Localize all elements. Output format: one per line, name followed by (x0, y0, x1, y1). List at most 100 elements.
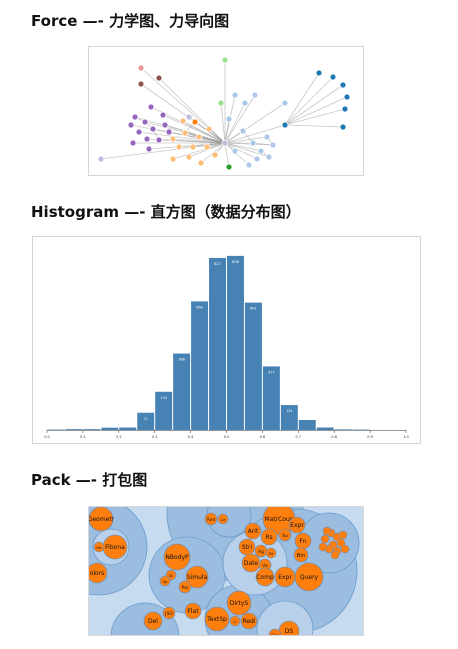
pack-leaf-label: Simula (187, 574, 208, 581)
force-link (224, 142, 258, 160)
pack-leaf-label: DirtyS (230, 600, 249, 607)
force-link (220, 102, 226, 144)
force-node (343, 93, 351, 101)
pack-leaf-label: Fibona (105, 544, 125, 551)
pack-leaf-circle (260, 528, 278, 546)
force-link (284, 108, 346, 126)
force-node (203, 143, 211, 151)
force-node (145, 145, 153, 153)
pack-leaf-circle (288, 516, 306, 534)
force-node (159, 111, 167, 119)
pack-leaf-label: Geometr (89, 516, 115, 523)
force-link (284, 72, 320, 126)
pack-leaf-label: Stri (242, 544, 253, 551)
histogram-bar (316, 427, 334, 430)
pack-leaf-circle (184, 602, 202, 620)
force-link (164, 124, 226, 144)
force-node (141, 118, 149, 126)
pack-leaf-label: Date (244, 560, 259, 567)
pack-leaf-circle (336, 538, 346, 548)
force-node (257, 147, 265, 155)
pack-leaf-label: DS (285, 628, 294, 635)
force-link (162, 114, 226, 144)
force-link (284, 84, 344, 126)
force-graph (97, 56, 351, 171)
histogram-bar (334, 429, 352, 430)
force-link (182, 120, 226, 144)
force-node (191, 118, 199, 126)
pack-leaf-circle (278, 528, 292, 542)
force-node (315, 69, 323, 77)
force-node (197, 159, 205, 167)
x-tick-label: 0.0 (44, 435, 50, 439)
pack-leaf-label: Redi (242, 618, 255, 625)
force-node (231, 147, 239, 155)
force-node (137, 64, 145, 72)
pack-leaf-circle (89, 507, 114, 532)
force-node (185, 113, 193, 121)
pack-leaf-circle (159, 575, 171, 587)
force-node (169, 155, 177, 163)
pack-leaf-label: Va (262, 563, 268, 569)
pack-leaf-circle (185, 565, 209, 589)
force-node (127, 121, 135, 129)
force-link (224, 124, 286, 144)
force-node (221, 56, 229, 64)
pack-leaf-circle (322, 526, 332, 536)
force-graph-thumbnail[interactable] (88, 46, 364, 176)
pack-leaf-label: Flat (187, 608, 199, 615)
force-node (253, 155, 261, 163)
force-link (172, 142, 226, 160)
pack-thumbnail[interactable]: Geometr Fibona He olors NBodyP Di Simula Sp Par R… (88, 506, 364, 636)
pack-leaf-label: Comp (256, 574, 274, 581)
histogram-bar (244, 302, 262, 430)
pack-leaf-circle (293, 547, 309, 563)
pack-leaf-circle (89, 562, 108, 584)
force-node (189, 143, 197, 151)
bar-value-label: 121 (286, 409, 293, 413)
histogram-bar (173, 353, 191, 430)
pack-leaf-label: Par (181, 585, 188, 591)
force-node (281, 99, 289, 107)
force-node (211, 151, 219, 159)
x-tick-label: 0.2 (116, 435, 122, 439)
force-node (339, 123, 347, 131)
force-node (241, 99, 249, 107)
x-tick-label: 0.7 (296, 435, 302, 439)
x-tick-label: 1.0 (403, 435, 409, 439)
histogram-bar (298, 420, 316, 430)
bar-value-label: 660 (196, 305, 203, 309)
x-tick-label: 0.4 (188, 435, 194, 439)
force-link (224, 136, 268, 144)
force-node (251, 91, 259, 99)
bar-value-label: 71 (143, 417, 147, 421)
pack-group-circle (256, 600, 314, 635)
force-link (158, 77, 226, 144)
pack-leaf-circle (204, 512, 218, 526)
force-node (185, 153, 193, 161)
bar-value-label: 377 (268, 370, 275, 374)
histogram-chart: 71 134 368 660 827 838 601 377 121 0.0 0.1 0.2 0.3 0.… (44, 255, 409, 439)
pack-leaf-label: Li (233, 620, 236, 624)
pack-leaf-label: Ag (258, 549, 264, 555)
pack-leaf-circle (244, 522, 262, 540)
force-node (137, 80, 145, 88)
force-link (224, 142, 270, 158)
pack-leaf-circle (217, 513, 229, 525)
histogram-bar (65, 429, 83, 430)
pack-leaf-circle (268, 628, 282, 635)
force-link (172, 138, 226, 144)
force-link (138, 131, 226, 144)
force-node (155, 74, 163, 82)
bar-value-label: 827 (214, 262, 221, 266)
force-node (97, 155, 105, 163)
force-links (100, 60, 348, 168)
pack-leaf-circle (338, 530, 348, 540)
histogram-thumbnail[interactable]: 71 134 368 660 827 838 601 377 121 0.0 0.1 0.2 0.3 0.… (32, 236, 421, 444)
pack-title: Pack —- 打包图 (31, 471, 148, 489)
histogram-bar (155, 391, 173, 430)
x-tick-label: 0.6 (260, 435, 266, 439)
pack-leaf-label: Dt (269, 552, 274, 556)
x-tick-label: 0.1 (80, 435, 86, 439)
force-node (217, 99, 225, 107)
